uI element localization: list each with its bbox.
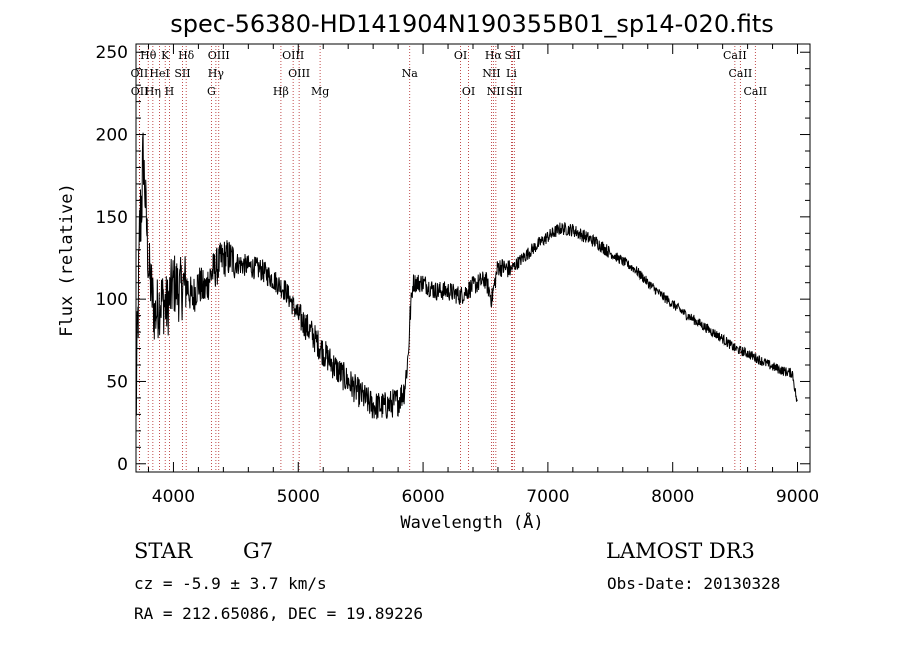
spectral-line-markers xyxy=(138,46,756,472)
line-label: Hγ xyxy=(208,67,225,80)
line-label: SII xyxy=(174,67,190,80)
line-label: CaII xyxy=(743,85,767,98)
x-axis-label: Wavelength (Å) xyxy=(400,511,543,533)
line-label: OII xyxy=(131,85,149,98)
line-label: CaII xyxy=(729,67,753,80)
line-label: OI xyxy=(454,49,467,62)
line-label: OIII xyxy=(282,49,304,62)
obs-date-label: Obs-Date: 20130328 xyxy=(607,574,780,593)
line-label: H xyxy=(165,85,175,98)
redshift-label: cz = -5.9 ± 3.7 km/s xyxy=(134,574,327,593)
y-tick-label: 100 xyxy=(96,290,128,310)
line-label: SII xyxy=(506,85,522,98)
x-tick-label: 7000 xyxy=(526,487,569,507)
line-label: Hθ xyxy=(140,49,157,62)
line-label: G xyxy=(207,85,216,98)
line-label: NII xyxy=(487,85,505,98)
line-label: CaII xyxy=(723,49,747,62)
y-tick-label: 200 xyxy=(96,126,128,146)
line-label: Hη xyxy=(145,85,161,98)
object-class-label: STAR xyxy=(134,539,193,563)
x-tick-label: 6000 xyxy=(401,487,444,507)
coordinates-label: RA = 212.65086, DEC = 19.89226 xyxy=(134,604,423,623)
x-tick-label: 9000 xyxy=(776,487,819,507)
line-label: Hβ xyxy=(273,85,289,98)
spectrum-line xyxy=(135,132,798,420)
line-label: K xyxy=(161,49,170,62)
x-axis-ticks: 4000 5000 6000 7000 8000 9000 xyxy=(147,44,819,507)
line-label: Na xyxy=(402,67,419,80)
y-tick-label: 50 xyxy=(106,372,128,392)
line-label: HeI xyxy=(149,67,169,80)
line-label: Li xyxy=(506,67,517,80)
line-label: SII xyxy=(504,49,520,62)
x-tick-label: 8000 xyxy=(651,487,694,507)
y-tick-label: 0 xyxy=(117,455,128,475)
x-tick-label: 4000 xyxy=(152,487,195,507)
chart-title: spec-56380-HD141904N190355B01_sp14-020.f… xyxy=(170,10,774,38)
survey-label: LAMOST DR3 xyxy=(606,539,755,563)
line-label: Hδ xyxy=(178,49,195,62)
y-tick-label: 250 xyxy=(96,43,128,63)
line-label: OIII xyxy=(288,67,310,80)
line-label: OIII xyxy=(208,49,230,62)
line-label: OII xyxy=(131,67,149,80)
y-axis-ticks: 0 50 100 150 200 250 xyxy=(96,43,810,475)
line-label: NII xyxy=(482,67,500,80)
line-label: OI xyxy=(462,85,475,98)
x-tick-label: 5000 xyxy=(277,487,320,507)
y-axis-label: Flux (relative) xyxy=(57,183,77,337)
line-label: Mg xyxy=(311,85,329,98)
line-label: Hα xyxy=(485,49,503,62)
subclass-label: G7 xyxy=(243,539,273,563)
y-tick-label: 150 xyxy=(96,208,128,228)
